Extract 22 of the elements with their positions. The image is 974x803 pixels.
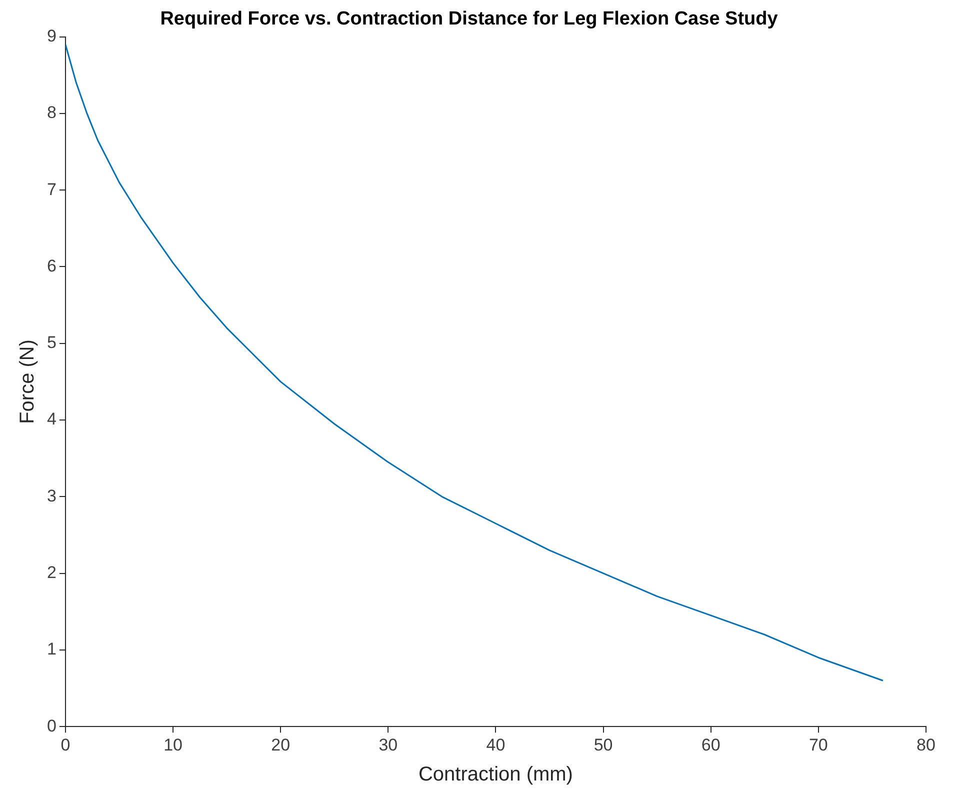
y-tick-label: 9 [46,26,56,46]
y-tick-label: 3 [46,486,56,506]
x-tick-label: 30 [378,735,398,754]
x-tick-label: 10 [164,735,182,754]
x-tick-label: 70 [808,735,828,754]
x-axis-title: Contraction (mm) [418,764,573,786]
y-tick-label: 8 [46,103,56,122]
x-tick-label: 20 [271,735,290,754]
chart-title: Required Force vs. Contraction Distance for Leg Flexion Case Study [160,8,778,30]
y-tick-label: 1 [46,640,56,659]
y-tick-label: 2 [46,563,56,582]
x-tick-label: 60 [701,735,720,754]
y-tick-label: 7 [46,180,56,199]
x-tick-label: 50 [594,735,613,754]
y-axis-title: Force (N) [16,339,39,424]
y-tick-label: 0 [46,716,56,736]
x-tick-label: 40 [486,735,506,754]
x-tick-label: 0 [60,735,70,754]
y-tick-label: 6 [46,256,56,276]
y-tick-label: 5 [46,333,56,352]
x-tick-label: 80 [916,735,936,754]
y-tick-label: 4 [46,410,56,429]
